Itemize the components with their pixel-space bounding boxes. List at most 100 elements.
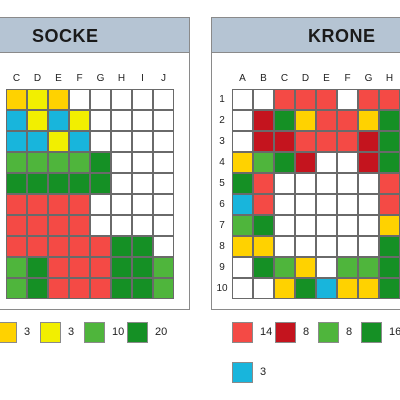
grid-cell[interactable] <box>132 257 153 278</box>
grid-cell[interactable] <box>90 278 111 299</box>
grid-cell[interactable] <box>153 173 174 194</box>
grid-cell[interactable] <box>153 278 174 299</box>
grid-cell[interactable] <box>316 278 337 299</box>
grid-cell[interactable] <box>337 236 358 257</box>
grid-cell[interactable] <box>253 152 274 173</box>
grid-cell[interactable] <box>295 236 316 257</box>
grid-cell[interactable] <box>274 110 295 131</box>
grid-cell[interactable] <box>69 215 90 236</box>
grid-cell[interactable] <box>6 152 27 173</box>
grid-cell[interactable] <box>316 152 337 173</box>
grid-cell[interactable] <box>232 173 253 194</box>
grid-cell[interactable] <box>153 215 174 236</box>
grid-cell[interactable] <box>6 194 27 215</box>
grid-cell[interactable] <box>358 110 379 131</box>
grid-cell[interactable] <box>358 257 379 278</box>
grid-cell[interactable] <box>253 131 274 152</box>
grid-cell[interactable] <box>379 152 400 173</box>
grid-cell[interactable] <box>153 131 174 152</box>
grid-cell[interactable] <box>90 215 111 236</box>
grid-cell[interactable] <box>379 194 400 215</box>
grid-cell[interactable] <box>90 173 111 194</box>
grid-cell[interactable] <box>358 152 379 173</box>
grid-cell[interactable] <box>253 257 274 278</box>
grid-cell[interactable] <box>6 173 27 194</box>
grid-cell[interactable] <box>6 257 27 278</box>
grid-cell[interactable] <box>253 173 274 194</box>
grid-cell[interactable] <box>379 173 400 194</box>
grid-cell[interactable] <box>69 89 90 110</box>
grid-cell[interactable] <box>358 215 379 236</box>
grid-cell[interactable] <box>295 215 316 236</box>
grid-cell[interactable] <box>27 131 48 152</box>
grid-cell[interactable] <box>27 194 48 215</box>
grid-cell[interactable] <box>153 110 174 131</box>
grid-cell[interactable] <box>90 110 111 131</box>
grid-cell[interactable] <box>253 278 274 299</box>
grid-cell[interactable] <box>274 215 295 236</box>
grid-cell[interactable] <box>358 278 379 299</box>
grid-cell[interactable] <box>337 89 358 110</box>
grid-cell[interactable] <box>337 278 358 299</box>
grid-cell[interactable] <box>111 194 132 215</box>
grid-cell[interactable] <box>48 110 69 131</box>
grid-cell[interactable] <box>358 236 379 257</box>
grid-cell[interactable] <box>48 131 69 152</box>
grid-cell[interactable] <box>132 131 153 152</box>
grid-cell[interactable] <box>132 278 153 299</box>
grid-cell[interactable] <box>232 110 253 131</box>
grid-cell[interactable] <box>358 131 379 152</box>
grid-cell[interactable] <box>90 257 111 278</box>
grid-cell[interactable] <box>316 110 337 131</box>
grid-cell[interactable] <box>232 278 253 299</box>
grid-cell[interactable] <box>295 152 316 173</box>
grid-cell[interactable] <box>232 131 253 152</box>
grid-cell[interactable] <box>337 131 358 152</box>
grid-cell[interactable] <box>27 110 48 131</box>
grid-cell[interactable] <box>316 236 337 257</box>
grid-cell[interactable] <box>153 257 174 278</box>
grid-cell[interactable] <box>295 257 316 278</box>
grid-cell[interactable] <box>48 236 69 257</box>
grid-cell[interactable] <box>316 89 337 110</box>
grid-cell[interactable] <box>132 236 153 257</box>
grid-cell[interactable] <box>379 278 400 299</box>
grid-cell[interactable] <box>379 131 400 152</box>
grid-cell[interactable] <box>379 89 400 110</box>
grid-cell[interactable] <box>27 173 48 194</box>
grid-cell[interactable] <box>111 215 132 236</box>
grid-cell[interactable] <box>27 236 48 257</box>
grid-cell[interactable] <box>153 236 174 257</box>
grid-cell[interactable] <box>232 152 253 173</box>
grid-cell[interactable] <box>111 278 132 299</box>
grid-cell[interactable] <box>27 257 48 278</box>
grid-cell[interactable] <box>69 236 90 257</box>
grid-cell[interactable] <box>111 173 132 194</box>
grid-cell[interactable] <box>295 194 316 215</box>
grid-cell[interactable] <box>232 236 253 257</box>
grid-cell[interactable] <box>274 257 295 278</box>
grid-cell[interactable] <box>111 89 132 110</box>
grid-cell[interactable] <box>90 194 111 215</box>
grid-cell[interactable] <box>274 278 295 299</box>
grid-cell[interactable] <box>337 194 358 215</box>
grid-cell[interactable] <box>316 194 337 215</box>
grid-cell[interactable] <box>295 110 316 131</box>
grid-cell[interactable] <box>48 194 69 215</box>
grid-cell[interactable] <box>153 152 174 173</box>
grid-cell[interactable] <box>69 152 90 173</box>
grid-cell[interactable] <box>48 257 69 278</box>
grid-cell[interactable] <box>232 257 253 278</box>
grid-cell[interactable] <box>379 215 400 236</box>
grid-cell[interactable] <box>132 215 153 236</box>
grid-cell[interactable] <box>27 89 48 110</box>
grid-cell[interactable] <box>6 236 27 257</box>
grid-cell[interactable] <box>90 131 111 152</box>
grid-cell[interactable] <box>274 89 295 110</box>
grid-cell[interactable] <box>132 152 153 173</box>
grid-cell[interactable] <box>69 173 90 194</box>
grid-cell[interactable] <box>274 152 295 173</box>
grid-cell[interactable] <box>90 236 111 257</box>
grid-cell[interactable] <box>153 194 174 215</box>
grid-cell[interactable] <box>316 257 337 278</box>
